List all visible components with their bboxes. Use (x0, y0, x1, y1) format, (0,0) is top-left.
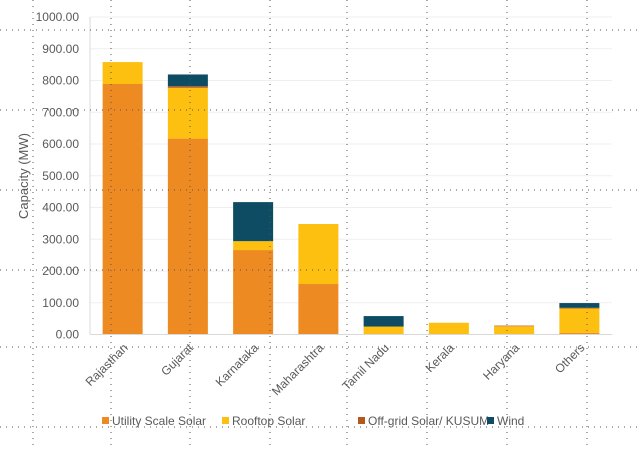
y-tick-label: 1000.00 (36, 10, 80, 24)
bar-segment-utility-scale-solar-karnataka (233, 250, 274, 335)
bars (102, 62, 600, 335)
x-axis-labels: Rajasthan Gujarat Karnataka Maharashtra Tami… (83, 340, 588, 398)
bar-segment-utility-scale-solar-maharashtra (298, 284, 339, 335)
bar-segment-off-grid-solar-kusum-others (559, 307, 600, 309)
legend: Utility Scale Solar Rooftop Solar Off-grid… (102, 414, 524, 428)
x-tick-label: Gujarat (158, 340, 196, 378)
y-tick-label: 200.00 (42, 264, 79, 278)
legend-label: Wind (497, 414, 524, 428)
bar-segment-rooftop-solar-tamil-nadu (363, 326, 404, 335)
bar-segment-wind-gujarat (167, 74, 208, 87)
y-tick-label: 500.00 (42, 169, 79, 183)
bar-segment-off-grid-solar-kusum-gujarat (167, 86, 208, 88)
y-tick-label: 100.00 (42, 296, 79, 310)
bar-segment-utility-scale-solar-others (559, 332, 600, 335)
legend-swatch (222, 417, 229, 424)
y-tick-label: 0.00 (56, 328, 80, 342)
y-tick-label: 600.00 (42, 137, 79, 151)
bar-segment-off-grid-solar-kusum-haryana (494, 325, 535, 327)
legend-label: Utility Scale Solar (112, 414, 206, 428)
y-tick-label: 700.00 (42, 105, 79, 119)
bar-segment-rooftop-solar-kerala (428, 322, 469, 335)
y-tick-label: 800.00 (42, 74, 79, 88)
bar-segment-rooftop-solar-rajasthan (102, 62, 143, 84)
bar-segment-wind-others (559, 303, 600, 308)
y-axis-ticks: 0.00 100.00 200.00 300.00 400.00 500.00 600.00… (36, 10, 80, 342)
bar-segment-rooftop-solar-karnataka (233, 241, 274, 251)
legend-swatch (358, 417, 365, 424)
y-tick-label: 400.00 (42, 201, 79, 215)
legend-swatch (487, 417, 494, 424)
bar-segment-utility-scale-solar-gujarat (167, 138, 208, 335)
x-tick-label: Maharashtra (269, 340, 327, 398)
y-tick-label: 300.00 (42, 232, 79, 246)
y-tick-label: 900.00 (42, 42, 79, 56)
legend-swatch (102, 417, 109, 424)
bar-segment-wind-tamil-nadu (363, 316, 404, 327)
bar-segment-rooftop-solar-gujarat (167, 87, 208, 139)
x-tick-label: Others (552, 341, 587, 376)
bar-segment-wind-karnataka (233, 202, 274, 242)
legend-label: Rooftop Solar (232, 414, 305, 428)
bar-segment-rooftop-solar-haryana (494, 326, 535, 335)
x-tick-label: Karnataka (213, 340, 262, 389)
legend-label: Off-grid Solar/ KUSUM (368, 414, 489, 428)
bar-segment-utility-scale-solar-rajasthan (102, 83, 143, 335)
bar-segment-rooftop-solar-maharashtra (298, 224, 339, 285)
x-tick-label: Kerala (423, 340, 458, 375)
bar-segment-rooftop-solar-others (559, 308, 600, 333)
x-tick-label: Rajasthan (83, 341, 131, 389)
y-axis-label: Capacity (MW) (16, 133, 31, 219)
